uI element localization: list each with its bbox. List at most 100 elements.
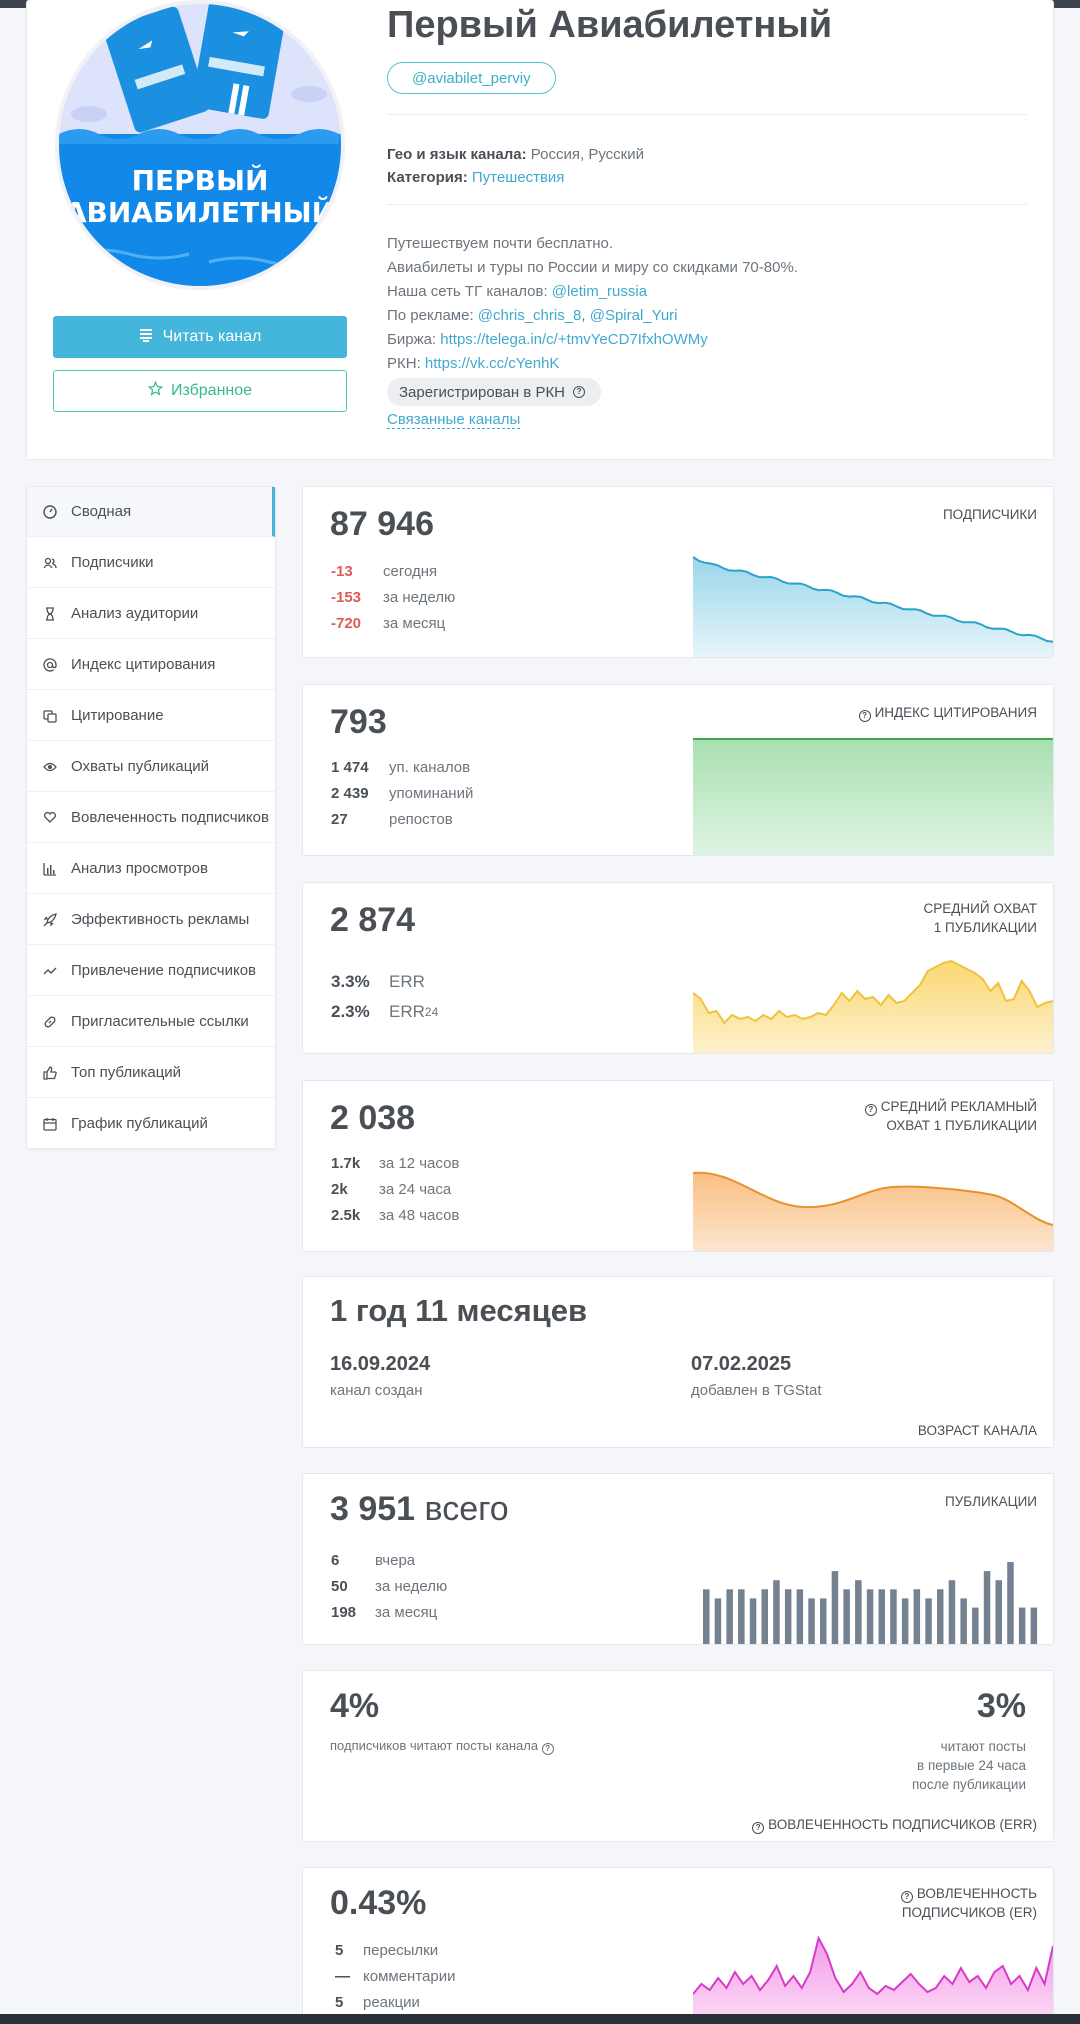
err-right-label-3: после публикации <box>912 1777 1026 1792</box>
ad-contact-link-2[interactable]: @Spiral_Yuri <box>589 307 678 324</box>
average-reach-label-2: 1 ПУБЛИКАЦИИ <box>933 920 1037 935</box>
publications-bar <box>761 1589 768 1644</box>
err-value-left: 4% <box>330 1687 380 1725</box>
publications-bar <box>878 1589 885 1644</box>
geo-label: Гео и язык канала: <box>387 146 527 163</box>
citation-row: 2 439 упоминаний <box>331 781 473 807</box>
category-link[interactable]: Путешествия <box>471 169 565 186</box>
posts-row-label: вчера <box>375 1552 416 1569</box>
related-channels-link[interactable]: Связанные каналы <box>387 411 521 429</box>
publications-bar <box>1018 1607 1026 1644</box>
sidebar-item-label: Подписчики <box>71 554 154 571</box>
rkn-badge[interactable]: Зарегистрирован в РКН ? <box>387 378 602 406</box>
er-row: — комментарии <box>335 1964 455 1990</box>
sidebar-item-12[interactable]: Топ публикаций <box>27 1048 275 1098</box>
sidebar-item-11[interactable]: Пригласительные ссылки <box>27 997 275 1047</box>
publications-count: 3 951 <box>330 1490 416 1528</box>
sidebar-item-13[interactable]: График публикаций <box>27 1099 275 1149</box>
ad-reach-sparkline <box>693 1171 1053 1251</box>
err-left-label: подписчиков читают посты канала <box>330 1738 539 1753</box>
subscribers-sparkline <box>693 556 1053 657</box>
channel-handle[interactable]: @aviabilet_perviy <box>387 62 556 94</box>
reach-row-label: ERR <box>389 972 425 991</box>
sidebar-item-6[interactable]: Охваты публикаций <box>27 742 275 792</box>
publications-bar <box>796 1589 804 1644</box>
citation-sparkline <box>693 738 1053 855</box>
publications-bar-chart <box>703 1562 1038 1644</box>
favorite-label: Избранное <box>170 382 253 399</box>
sidebar-item-4[interactable]: Индекс цитирования <box>27 640 275 690</box>
sidebar-item-9[interactable]: Эффективность рекламы <box>27 895 275 945</box>
help-icon: ? <box>858 710 871 722</box>
publications-bar <box>703 1589 710 1644</box>
reach-row: 3.3% ERR <box>331 967 438 997</box>
citation-row-value: 27 <box>331 811 348 828</box>
ad-contact-link-1[interactable]: @chris_chris_8 <box>477 307 582 324</box>
er-row-value: 5 <box>335 1942 344 1959</box>
err-card[interactable]: 4% подписчиков читают посты канала ? 3% … <box>302 1670 1054 1842</box>
desc-line: Биржа: https://telega.in/c/+tmvYeCD7Ifxh… <box>387 328 798 352</box>
citation-index-card[interactable]: 793 ? ИНДЕКС ЦИТИРОВАНИЯ 1 474 уп. каналов… <box>302 684 1054 856</box>
citation-index-label-text: ИНДЕКС ЦИТИРОВАНИЯ <box>874 705 1037 720</box>
help-icon: ? <box>541 1743 554 1755</box>
sidebar-item-label: Анализ аудитории <box>71 605 199 622</box>
publications-bar <box>784 1589 792 1644</box>
added-label: добавлен в TGStat <box>691 1382 822 1399</box>
desc-line: Путешествуем почти бесплатно. <box>387 235 614 252</box>
sidebar-item-label: Цитирование <box>71 707 164 724</box>
publications-bar <box>773 1580 780 1644</box>
posts-row-value: 198 <box>331 1604 357 1621</box>
network-link[interactable]: @letim_russia <box>551 283 648 300</box>
sidebar-item-3[interactable]: Анализ аудитории <box>27 589 275 639</box>
sidebar-item-8[interactable]: Анализ просмотров <box>27 844 275 894</box>
added-date: 07.02.2025 <box>691 1353 792 1375</box>
sidebar-item-2[interactable]: Подписчики <box>27 538 275 588</box>
list-icon <box>139 328 153 347</box>
publications-bar <box>1030 1607 1038 1644</box>
ad_reach-row: 2.5k за 48 часов <box>331 1203 459 1229</box>
citation-row: 1 474 уп. каналов <box>331 755 473 781</box>
ad-reach-card[interactable]: 2 038 ? СРЕДНИЙ РЕКЛАМНЫЙ ОХВАТ 1 ПУБЛИКАЦ… <box>302 1080 1054 1252</box>
favorite-button[interactable]: Избранное <box>53 370 347 412</box>
desc-line: РКН: https://vk.cc/cYenhK <box>387 352 798 376</box>
sidebar-item-10[interactable]: Привлечение подписчиков <box>27 946 275 996</box>
err-left-caption: подписчиков читают посты канала ? <box>330 1738 558 1755</box>
star-icon <box>147 380 164 401</box>
er-label-2: ПОДПИСЧИКОВ (ER) <box>901 1905 1037 1920</box>
publications-bar <box>1007 1562 1014 1644</box>
publications-card[interactable]: 3 951 всего ПУБЛИКАЦИИ 6 вчера 50 за неделю… <box>302 1473 1054 1645</box>
sidebar-item-1[interactable]: Сводная <box>27 487 275 537</box>
er-stats: 5 пересылки — комментарии 5 реакции <box>335 1938 455 2016</box>
sidebar-item-7[interactable]: Вовлеченность подписчиков <box>27 793 275 843</box>
ad_reach-row-value: 2.5k <box>331 1207 361 1224</box>
ad-reach-stats: 1.7k за 12 часов 2k за 24 часа 2.5k за 48 час… <box>331 1151 459 1229</box>
rkn-link[interactable]: https://vk.cc/cYenhK <box>424 355 560 372</box>
subscribers-card[interactable]: 87 946 ПОДПИСЧИКИ -13 сегодня -153 за недел… <box>302 486 1054 658</box>
er-card[interactable]: 0.43% ? ВОВЛЕЧЕННОСТЬ ПОДПИСЧИКОВ (ER) 5 пе… <box>302 1867 1054 2017</box>
publications-bar <box>749 1598 757 1644</box>
posts-row: 198 за месяц <box>331 1600 447 1626</box>
avatar-logo-text-1: ПЕРВЫЙ <box>132 163 269 197</box>
reach-sparkline <box>693 959 1053 1053</box>
reach-row-label: ERR <box>389 1002 425 1021</box>
publications-bar <box>831 1571 839 1644</box>
posts-row-value: 50 <box>331 1578 348 1595</box>
read-channel-button[interactable]: Читать канал <box>53 316 347 358</box>
publications-bar <box>983 1571 991 1644</box>
publications-bar <box>890 1589 897 1644</box>
geo-value: Россия, Русский <box>530 146 644 163</box>
desc-prefix: Наша сеть ТГ каналов: <box>387 283 552 300</box>
subscribers-row-label: сегодня <box>383 563 438 580</box>
dashboard-icon <box>43 504 57 519</box>
average-reach-label: СРЕДНИЙ ОХВАТ 1 ПУБЛИКАЦИИ <box>924 899 1037 937</box>
channel-title: Первый Авиабилетный <box>387 4 833 46</box>
er-label-1-row: ? ВОВЛЕЧЕННОСТЬ <box>900 1884 1037 1903</box>
publications-bar <box>855 1580 862 1644</box>
sidebar-item-5[interactable]: Цитирование <box>27 691 275 741</box>
subscribers-row-label: за неделю <box>383 589 456 606</box>
err-right-label-1: читают посты <box>940 1739 1026 1754</box>
citation-row-value: 1 474 <box>331 759 369 776</box>
publications-label: ПУБЛИКАЦИИ <box>945 1494 1037 1509</box>
average-reach-card[interactable]: 2 874 СРЕДНИЙ ОХВАТ 1 ПУБЛИКАЦИИ 3.3% ERR 2… <box>302 882 1054 1054</box>
exchange-link[interactable]: https://telega.in/c/+tmvYeCD7IfxhOWMy <box>440 331 708 348</box>
